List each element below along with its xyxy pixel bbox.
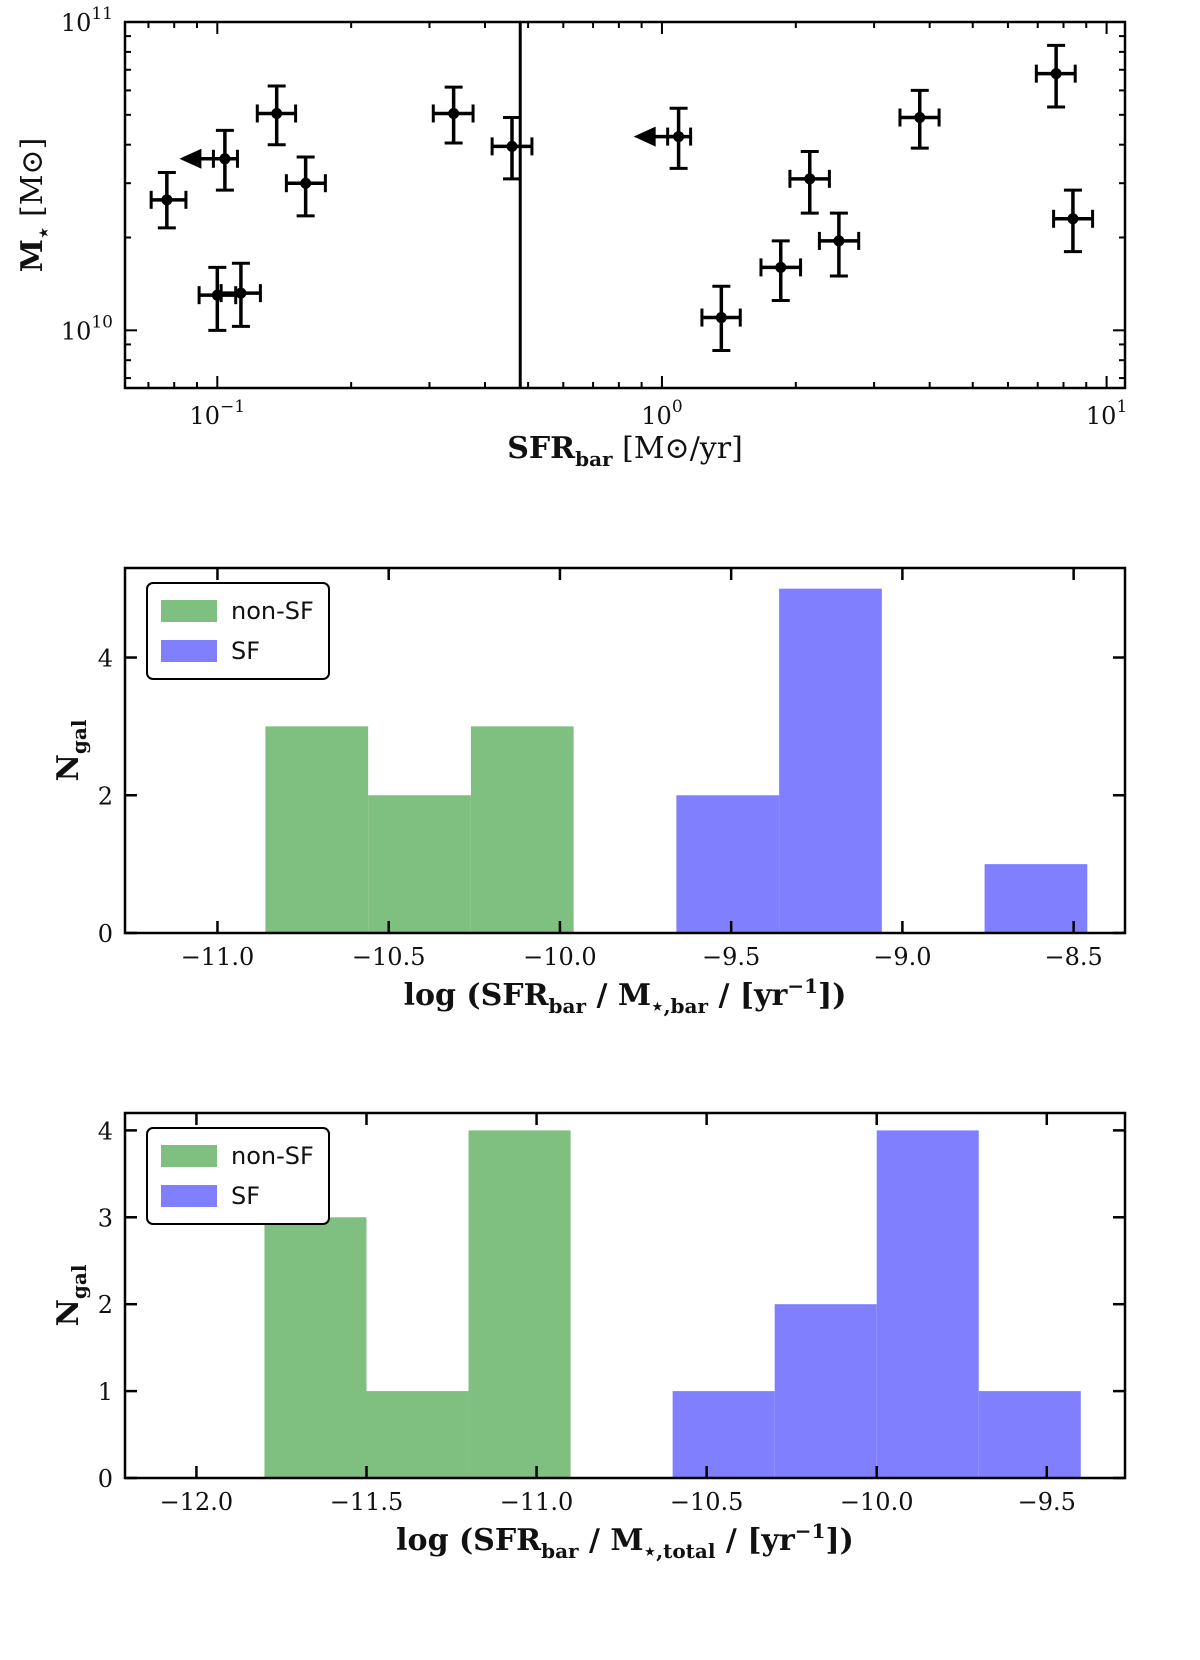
histogram-bar-sf (978, 1391, 1081, 1478)
x-tick-label: 10−1 (190, 397, 246, 430)
y-axis-label: M⋆ [M⊙] (15, 138, 55, 273)
x-tick-label: −10.5 (352, 943, 426, 971)
point-marker (506, 140, 518, 152)
y-tick-label: 1 (98, 1378, 113, 1406)
histogram-bar-non-sf (265, 726, 369, 933)
histogram-total-panel: −12.0 −11.5 −11.0 −10.5 −10.0 −9.5 0 1 2 3 4 non-SF… (51, 1111, 1127, 1563)
x-tick-label: −8.5 (1044, 943, 1102, 971)
y-tick-label: 1010 (61, 312, 113, 345)
x-tick-label: 100 (641, 397, 682, 430)
y-tick-label: 0 (98, 1465, 113, 1493)
data-point (1052, 188, 1095, 254)
legend-swatch-non-sf (161, 600, 217, 622)
point-marker (775, 261, 787, 273)
x-tick-label: −11.0 (500, 1488, 574, 1516)
data-point (179, 128, 239, 192)
point-marker (833, 235, 845, 247)
x-tick-label: −11.0 (181, 943, 255, 971)
legend: non-SF SF (146, 582, 330, 680)
x-tick-label: −9.5 (702, 943, 760, 971)
data-point (219, 261, 262, 328)
point-marker (914, 112, 926, 124)
data-point (1034, 43, 1077, 109)
plot-frame (123, 566, 1127, 935)
point-marker (1050, 68, 1062, 80)
x-axis-label: log (SFRbar / M⋆,total / [yr−1]) (396, 1519, 854, 1563)
point-marker (271, 107, 283, 119)
histogram-bar-sf (984, 864, 1088, 933)
point-marker (804, 173, 816, 185)
histogram-bar-non-sf (368, 795, 471, 933)
y-tick-label: 3 (98, 1204, 113, 1232)
x-tick-label: −10.0 (523, 943, 597, 971)
histogram-bar-sf (676, 795, 780, 933)
point-marker (1067, 213, 1079, 225)
histogram-bar-non-sf (366, 1391, 469, 1478)
histogram-bar-panel: −11.0 −10.5 −10.0 −9.5 −9.0 −8.5 0 2 4 non-SF SF lo… (51, 566, 1127, 1018)
legend: non-SF SF (146, 1127, 330, 1225)
y-tick-label: 2 (98, 1291, 113, 1319)
data-point (817, 211, 861, 278)
data-point (284, 155, 327, 218)
legend-swatch-sf (161, 1185, 217, 1207)
data-point (898, 88, 941, 150)
legend-label-non-sf: non-SF (231, 1142, 314, 1170)
x-tick-label: 101 (1086, 397, 1127, 430)
y-tick-label: 4 (98, 1117, 113, 1145)
y-axis-label: Ngal (51, 1264, 91, 1326)
y-axis-label: Ngal (51, 719, 91, 781)
y-tick-label: 1011 (61, 4, 113, 37)
x-axis-label: SFRbar [M⊙/yr] (507, 431, 743, 471)
data-point (431, 85, 475, 145)
legend-label-non-sf: non-SF (231, 597, 314, 625)
data-point (700, 284, 742, 353)
histogram-bar-non-sf (468, 1130, 571, 1478)
point-marker (161, 194, 173, 206)
data-point (633, 106, 693, 170)
histogram-bar-non-sf (264, 1217, 367, 1478)
data-point (149, 170, 188, 230)
x-tick-label: −9.0 (873, 943, 931, 971)
y-tick-label: 0 (98, 920, 113, 948)
upper-limit-arrow (633, 126, 656, 147)
upper-limit-arrow (179, 148, 202, 169)
plot-frame (123, 20, 1127, 390)
data-point (759, 239, 803, 302)
legend-swatch-non-sf (161, 1145, 217, 1167)
x-axis-label: log (SFRbar / M⋆,bar / [yr−1]) (404, 974, 847, 1018)
data-point (255, 84, 298, 147)
data-point (490, 116, 534, 181)
legend-swatch-sf (161, 640, 217, 662)
x-tick-label: −11.5 (330, 1488, 404, 1516)
histogram-bar-sf (779, 588, 882, 933)
y-tick-label: 2 (98, 782, 113, 810)
x-tick-label: −10.0 (840, 1488, 914, 1516)
histogram-bar-sf (876, 1130, 979, 1478)
data-point (788, 150, 831, 215)
histogram-bar-sf (672, 1391, 775, 1478)
scatter-panel: 10−1 100 101 1010 1011 SFRbar [M⊙/yr] M⋆ [M⊙] (15, 4, 1127, 471)
x-tick-label: −10.5 (670, 1488, 744, 1516)
histogram-bar-non-sf (470, 726, 574, 933)
point-marker (300, 177, 312, 189)
x-tick-label: −12.0 (160, 1488, 234, 1516)
legend-label-sf: SF (231, 637, 260, 665)
point-marker (235, 287, 247, 299)
x-tick-label: −9.5 (1018, 1488, 1076, 1516)
point-marker (448, 107, 460, 119)
y-tick-label: 4 (98, 645, 113, 673)
point-marker (715, 312, 727, 324)
legend-label-sf: SF (231, 1182, 260, 1210)
plot-frame (123, 1111, 1127, 1480)
data-point (197, 265, 238, 332)
histogram-bar-sf (774, 1304, 877, 1478)
